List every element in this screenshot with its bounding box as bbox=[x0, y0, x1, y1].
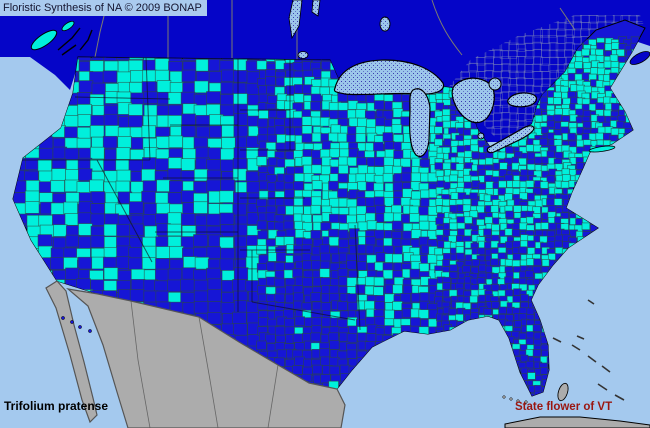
map-title: Floristic Synthesis of NA © 2009 BONAP bbox=[0, 0, 207, 16]
species-name-label: Trifolium pratense bbox=[4, 399, 109, 413]
mexico-layer bbox=[45, 280, 346, 428]
islands-layer bbox=[61, 299, 650, 428]
lakes-layer bbox=[333, 59, 538, 158]
state-flower-annotation: State flower of VT bbox=[515, 401, 613, 413]
